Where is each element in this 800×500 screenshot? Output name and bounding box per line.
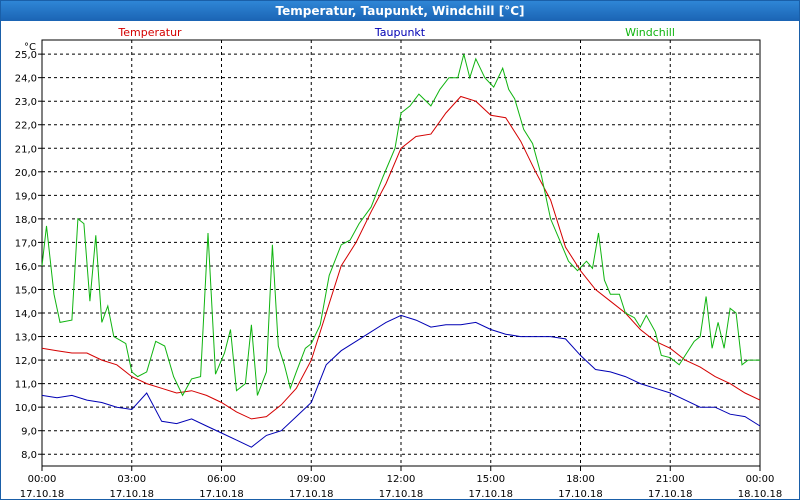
y-tick-label: 11,0	[15, 380, 37, 391]
y-tick-label: 14,0	[15, 309, 37, 320]
y-tick-label: 18,0	[15, 215, 37, 226]
series-line-taupunkt	[41, 314, 761, 448]
x-tick-date-label: 17.10.18	[109, 489, 154, 500]
y-tick-label: 22,0	[15, 121, 37, 132]
x-tick-time-label: 21:00	[656, 474, 685, 485]
x-tick-date-label: 17.10.18	[558, 489, 603, 500]
x-tick-time-label: 06:00	[207, 474, 236, 485]
x-tick-date-label: 17.10.18	[199, 489, 244, 500]
x-tick-time-label: 09:00	[297, 474, 326, 485]
x-tick-date-label: 17.10.18	[379, 489, 424, 500]
legend: Temperatur Taupunkt Windchill	[117, 26, 675, 39]
y-axis-unit: °C	[24, 42, 36, 53]
y-tick-label: 24,0	[15, 74, 37, 85]
series-lines	[41, 53, 761, 448]
x-tick-time-label: 00:00	[28, 474, 57, 485]
window-title: Temperatur, Taupunkt, Windchill [°C]	[1, 1, 799, 21]
y-tick-label: 16,0	[15, 262, 37, 273]
series-line-windchill	[41, 53, 760, 397]
series-line-temperatur	[41, 95, 761, 420]
x-tick-date-label: 17.10.18	[289, 489, 334, 500]
y-tick-label: 13,0	[15, 333, 37, 344]
y-tick-label: 9,0	[21, 427, 37, 438]
legend-entry-taupunkt: Taupunkt	[374, 26, 426, 39]
x-tick-date-label: 17.10.18	[648, 489, 693, 500]
legend-entry-windchill: Windchill	[625, 26, 675, 39]
grid-lines	[42, 40, 760, 466]
y-tick-label: 19,0	[15, 191, 37, 202]
y-tick-label: 10,0	[15, 403, 37, 414]
x-tick-time-label: 15:00	[476, 474, 505, 485]
x-tick-time-label: 03:00	[117, 474, 146, 485]
y-tick-label: 12,0	[15, 356, 37, 367]
y-tick-label: 25,0	[15, 50, 37, 61]
y-tick-label: 21,0	[15, 144, 37, 155]
y-tick-label: 20,0	[15, 168, 37, 179]
x-tick-date-label: 18.10.18	[738, 489, 783, 500]
y-tick-label: 17,0	[15, 238, 37, 249]
x-axis-ticks: 00:00 17.10.18 03:00 17.10.18 06:00 17.10.18 0…	[20, 466, 783, 500]
x-tick-date-label: 17.10.18	[468, 489, 513, 500]
x-tick-time-label: 18:00	[566, 474, 595, 485]
y-tick-label: 15,0	[15, 285, 37, 296]
x-tick-time-label: 00:00	[746, 474, 775, 485]
y-axis-ticks: 8,0 9,0 10,0 11,0 12,0 13,0 14,0 15,0 16,0 17,0 18…	[15, 50, 42, 461]
chart-area: 8,0 9,0 10,0 11,0 12,0 13,0 14,0 15,0 16,0 17,0 18…	[15, 26, 783, 500]
y-tick-label: 8,0	[21, 450, 37, 461]
x-tick-date-label: 17.10.18	[20, 489, 65, 500]
legend-entry-temperatur: Temperatur	[117, 26, 182, 39]
x-tick-time-label: 12:00	[387, 474, 416, 485]
y-tick-label: 23,0	[15, 97, 37, 108]
